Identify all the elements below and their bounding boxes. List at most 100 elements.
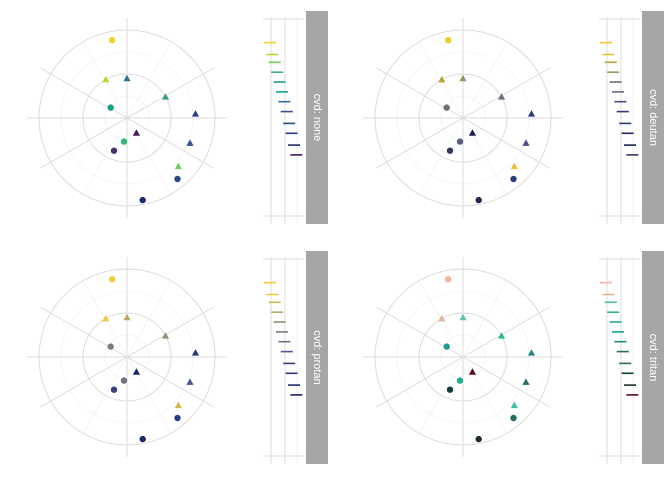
data-points	[102, 276, 200, 443]
data-point	[110, 386, 118, 393]
grid-minor-spoke	[418, 117, 464, 195]
data-point	[139, 196, 146, 204]
facet-panel-3: cvd: protan	[27, 251, 328, 464]
grid-spoke	[126, 306, 214, 358]
facet-strip: cvd: protan	[306, 251, 328, 464]
data-point	[438, 75, 446, 83]
data-points	[438, 37, 536, 204]
data-point	[443, 104, 450, 111]
data-point	[107, 104, 114, 111]
data-point	[522, 139, 530, 146]
facet-strip-label: cvd: deutan	[647, 89, 659, 146]
facet-panel-2: cvd: deutan	[363, 11, 664, 224]
grid-minor-spoke	[462, 41, 508, 119]
data-point	[510, 414, 517, 422]
data-point	[120, 377, 128, 384]
facet-panel-4: cvd: tritan	[363, 251, 664, 464]
data-points	[102, 37, 200, 204]
polar-grid	[27, 18, 227, 218]
data-point	[186, 378, 194, 385]
data-point	[438, 314, 446, 322]
side-panel	[263, 257, 305, 464]
data-point	[510, 401, 518, 409]
data-point	[497, 93, 506, 100]
data-point	[132, 368, 141, 375]
data-point	[109, 37, 116, 44]
data-point	[191, 349, 200, 356]
facet-strip: cvd: none	[306, 11, 328, 224]
data-point	[475, 196, 482, 204]
facet-panel-1: cvd: none	[27, 11, 328, 224]
grid-spoke	[40, 117, 128, 169]
grid-minor-spoke	[126, 356, 172, 434]
data-point	[174, 162, 182, 170]
data-point	[459, 313, 467, 321]
data-point	[102, 314, 110, 322]
data-point	[527, 349, 536, 356]
data-point	[445, 276, 452, 283]
data-point	[446, 386, 454, 393]
facet-strip-background	[642, 251, 664, 464]
grid-minor-spoke	[462, 280, 508, 358]
grid-minor-spoke	[462, 356, 508, 434]
data-point	[109, 276, 116, 283]
polar-grid	[363, 257, 563, 457]
grid-minor-spoke	[126, 117, 172, 195]
data-point	[110, 147, 118, 154]
data-point	[527, 110, 536, 117]
grid-minor-spoke	[82, 117, 128, 195]
grid-spoke	[462, 356, 550, 408]
data-point	[107, 343, 114, 350]
data-point	[186, 139, 194, 146]
grid-minor-spoke	[462, 117, 508, 195]
data-point	[522, 378, 530, 385]
side-panel	[599, 17, 641, 224]
facet-strip: cvd: tritan	[642, 251, 664, 464]
data-point	[191, 110, 200, 117]
data-point	[456, 138, 464, 145]
data-point	[510, 175, 517, 183]
side-panel	[599, 257, 641, 464]
data-points	[438, 276, 536, 443]
facet-strip-background	[642, 11, 664, 224]
grid-spoke	[126, 67, 214, 119]
data-point	[468, 368, 477, 375]
data-point	[174, 401, 182, 409]
data-point	[445, 37, 452, 44]
side-panel	[263, 17, 305, 224]
facet-strip-background	[306, 11, 328, 224]
grid-spoke	[462, 117, 550, 169]
grid-spoke	[126, 117, 214, 169]
grid-spoke	[462, 67, 550, 119]
data-point	[132, 129, 141, 136]
data-point	[446, 147, 454, 154]
facet-strip-background	[306, 251, 328, 464]
grid-spoke	[376, 356, 464, 408]
data-point	[123, 74, 131, 82]
grid-minor-spoke	[126, 41, 172, 119]
grid-spoke	[376, 117, 464, 169]
data-point	[174, 414, 181, 422]
data-point	[102, 75, 110, 83]
data-point	[459, 74, 467, 82]
grid-minor-spoke	[82, 356, 128, 434]
data-point	[468, 129, 477, 136]
grid-spoke	[462, 306, 550, 358]
data-point	[161, 93, 170, 100]
data-point	[456, 377, 464, 384]
grid-spoke	[40, 356, 128, 408]
data-point	[475, 435, 482, 443]
data-point	[443, 343, 450, 350]
polar-grid	[363, 18, 563, 218]
grid-minor-spoke	[418, 356, 464, 434]
data-point	[120, 138, 128, 145]
facet-strip: cvd: deutan	[642, 11, 664, 224]
data-point	[174, 175, 181, 183]
facet-strip-label: cvd: none	[311, 94, 323, 142]
data-point	[123, 313, 131, 321]
data-point	[497, 332, 506, 339]
data-point	[510, 162, 518, 170]
facet-strip-label: cvd: tritan	[647, 334, 659, 382]
grid-minor-spoke	[126, 280, 172, 358]
